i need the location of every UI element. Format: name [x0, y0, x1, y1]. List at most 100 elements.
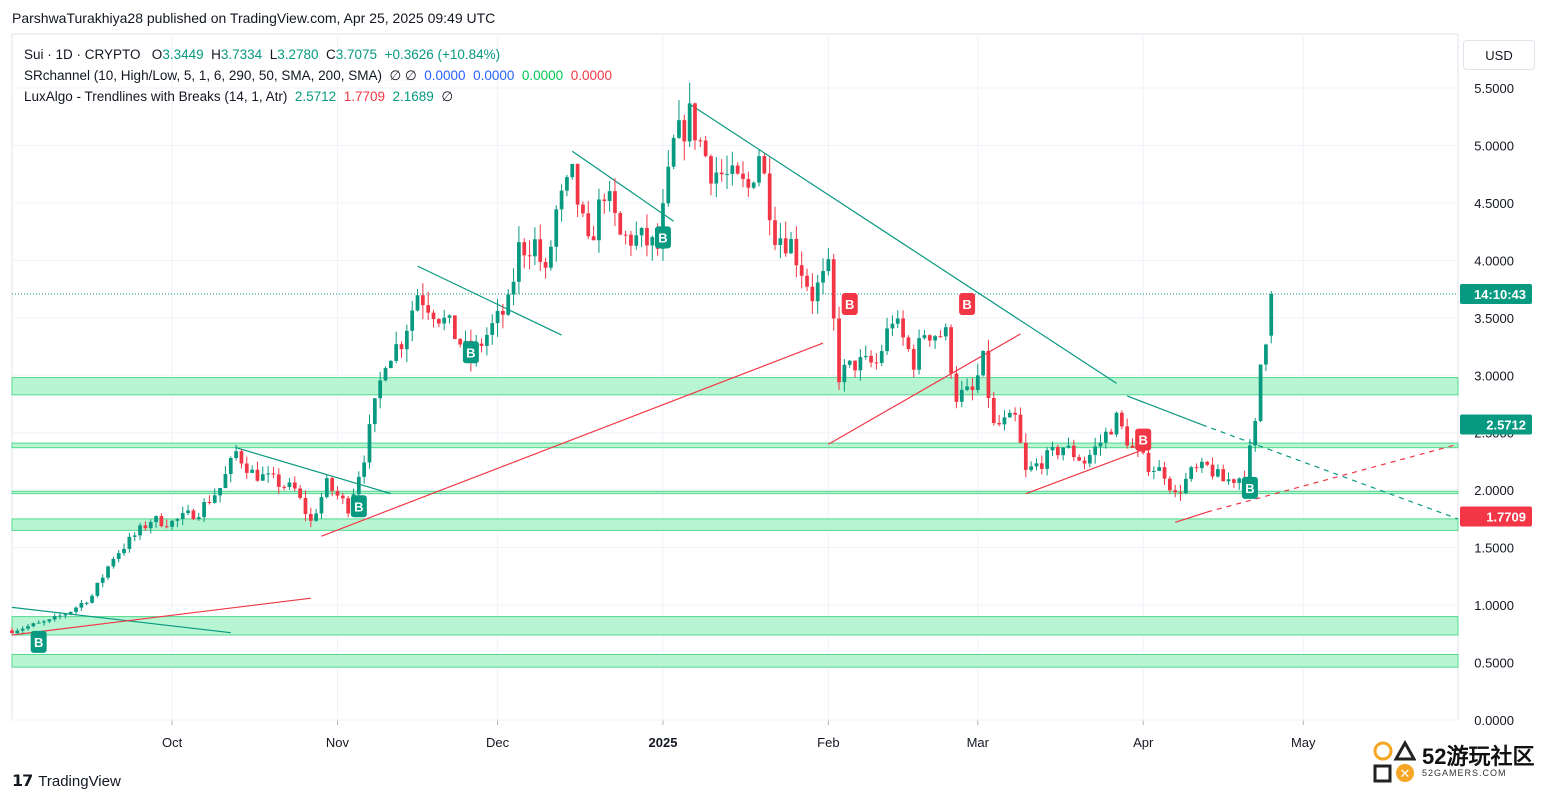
- candle-body: [1216, 469, 1220, 477]
- y-tick-label: 3.5000: [1474, 311, 1514, 326]
- x-tick-label: May: [1291, 735, 1316, 750]
- candle-body: [170, 520, 174, 527]
- candle-body: [239, 451, 244, 464]
- signal-badge-label: B: [466, 345, 475, 360]
- candle-body: [1077, 457, 1082, 461]
- candle-body: [639, 227, 644, 236]
- candle-body: [975, 375, 980, 391]
- publisher-line: ParshwaTurakhiya28 published on TradingV…: [12, 10, 496, 26]
- indicator-srchannel-row[interactable]: SRchannel (10, High/Low, 5, 1, 6, 290, 5…: [24, 68, 612, 83]
- candle-body: [68, 611, 73, 615]
- currency-button[interactable]: USD: [1463, 40, 1535, 70]
- candle-body: [650, 237, 655, 246]
- signal-badge-label: B: [354, 499, 363, 514]
- symbol-row[interactable]: Sui · 1D · CRYPTO O3.3449 H3.7334 L3.278…: [24, 47, 501, 62]
- x-tick-label: Mar: [967, 735, 990, 750]
- x-tick-label: 2025: [649, 735, 678, 750]
- low-value: 3.2780: [277, 47, 319, 62]
- candle-body: [122, 548, 126, 554]
- candle-body: [394, 344, 399, 361]
- indicator-srchannel-name[interactable]: SRchannel (10, High/Low, 5, 1, 6, 290, 5…: [24, 68, 382, 83]
- candle-body: [842, 364, 847, 383]
- price-axis-label-text: 2.5712: [1486, 418, 1526, 433]
- candle-body: [511, 281, 516, 295]
- candle-body: [1151, 470, 1156, 472]
- support-resistance-zone: [11, 377, 1459, 396]
- trendline-resistance: [571, 150, 674, 222]
- candle-body: [164, 526, 169, 528]
- candle-body: [1253, 420, 1258, 446]
- candle-body: [1087, 454, 1092, 464]
- candle-body: [725, 173, 729, 175]
- candle-body: [127, 536, 132, 549]
- candle-body: [399, 344, 404, 350]
- trendline-support: [1025, 447, 1149, 495]
- indicator-luxalgo-row[interactable]: LuxAlgo - Trendlines with Breaks (14, 1,…: [24, 89, 454, 104]
- candle-body: [1029, 466, 1034, 470]
- candle-body: [255, 469, 260, 481]
- candle-body: [58, 615, 62, 617]
- candle-body: [757, 156, 761, 183]
- candle-body: [276, 474, 281, 487]
- candle-body: [591, 236, 596, 241]
- candle-body: [954, 373, 959, 402]
- candle-body: [495, 310, 500, 324]
- candle-body: [47, 619, 52, 622]
- support-resistance-zone: [11, 616, 1459, 636]
- y-tick-label: 5.5000: [1474, 81, 1514, 96]
- candle-body: [981, 350, 985, 376]
- candle-body: [1237, 478, 1242, 483]
- candle-body: [549, 246, 553, 268]
- candle-body: [138, 525, 142, 536]
- candle-body: [74, 607, 78, 612]
- indicator-luxalgo-name[interactable]: LuxAlgo - Trendlines with Breaks (14, 1,…: [24, 89, 288, 104]
- candle-body: [565, 177, 569, 191]
- candle-body: [292, 482, 297, 489]
- support-resistance-zone: [11, 490, 1459, 495]
- candle-body: [79, 602, 84, 608]
- candle-body: [906, 337, 911, 349]
- candle-body: [335, 490, 340, 496]
- candle-body: [847, 360, 852, 365]
- candle-body: [378, 380, 383, 399]
- signal-badge-label: B: [34, 635, 43, 650]
- y-tick-label: 4.0000: [1474, 253, 1514, 268]
- price-axis-label-text: 1.7709: [1486, 510, 1526, 525]
- symbol-name[interactable]: Sui · 1D · CRYPTO: [24, 47, 141, 62]
- tradingview-logo-icon: 𝟭𝟳: [12, 773, 33, 790]
- candle-body: [431, 312, 436, 320]
- candle-body: [116, 553, 121, 559]
- candle-body: [234, 451, 238, 458]
- candle-body: [63, 614, 68, 616]
- candle-body: [682, 120, 687, 142]
- candle-body: [1114, 412, 1119, 435]
- candle-body: [869, 355, 873, 363]
- candle-body: [938, 336, 943, 338]
- price-axis-label: [1460, 506, 1532, 527]
- candle-body: [388, 360, 393, 369]
- candle-body: [303, 497, 308, 514]
- candle-body: [340, 495, 345, 499]
- signal-badge: [841, 293, 858, 316]
- candle-body: [1184, 478, 1188, 494]
- tradingview-brand[interactable]: 𝟭𝟳 TradingView: [12, 771, 121, 791]
- candle-body: [111, 558, 116, 567]
- candle-body: [90, 595, 94, 603]
- candle-body: [479, 343, 484, 346]
- candle-body: [623, 234, 628, 236]
- support-resistance-zone: [11, 654, 1459, 668]
- candle-body: [527, 255, 532, 257]
- candle-body: [84, 602, 89, 604]
- candle-body: [991, 397, 996, 424]
- candle-body: [927, 335, 932, 341]
- signal-badge-label: B: [1245, 481, 1254, 496]
- chart-legend: Sui · 1D · CRYPTO O3.3449 H3.7334 L3.278…: [24, 44, 612, 107]
- candle-body: [767, 173, 772, 221]
- candle-body: [885, 328, 889, 352]
- candle-body: [1013, 412, 1017, 415]
- candle-body: [436, 319, 441, 324]
- candle-body: [735, 165, 740, 174]
- candle-body: [1125, 426, 1130, 446]
- y-tick-label: 3.0000: [1474, 368, 1514, 383]
